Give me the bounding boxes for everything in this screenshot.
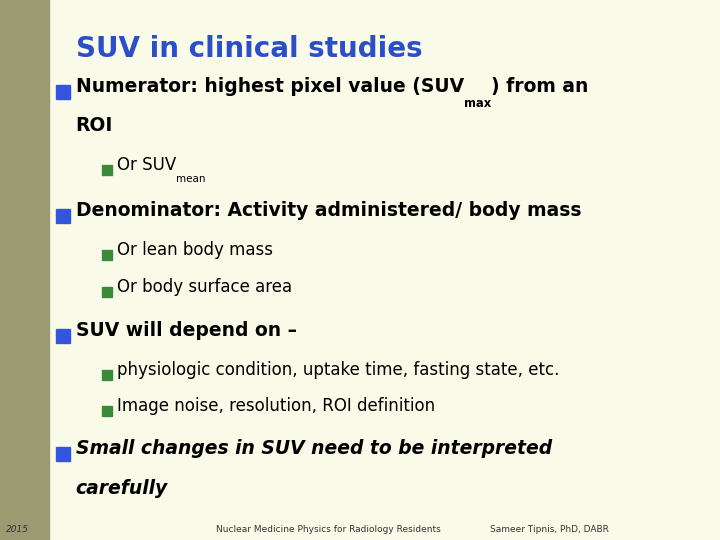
Text: ) from an: ) from an <box>491 77 588 96</box>
Text: ROI: ROI <box>76 116 113 134</box>
Text: Small changes in SUV need to be interpreted: Small changes in SUV need to be interpre… <box>76 438 552 457</box>
Text: Sameer Tipnis, PhD, DABR: Sameer Tipnis, PhD, DABR <box>490 524 608 534</box>
Text: Denominator: Activity administered/ body mass: Denominator: Activity administered/ body… <box>76 201 581 220</box>
Text: Or SUV: Or SUV <box>117 156 176 174</box>
Text: SUV in clinical studies: SUV in clinical studies <box>76 35 422 63</box>
Text: max: max <box>464 97 491 110</box>
Text: Numerator: highest pixel value (SUV: Numerator: highest pixel value (SUV <box>76 77 464 96</box>
Text: Image noise, resolution, ROI definition: Image noise, resolution, ROI definition <box>117 397 435 415</box>
Bar <box>0 0 49 540</box>
Text: SUV will depend on –: SUV will depend on – <box>76 321 297 340</box>
Text: Nuclear Medicine Physics for Radiology Residents: Nuclear Medicine Physics for Radiology R… <box>216 524 441 534</box>
Text: Or lean body mass: Or lean body mass <box>117 241 273 259</box>
Text: physiologic condition, uptake time, fasting state, etc.: physiologic condition, uptake time, fast… <box>117 361 559 379</box>
Text: carefully: carefully <box>76 479 168 498</box>
Text: 2015: 2015 <box>6 524 29 534</box>
Text: Or body surface area: Or body surface area <box>117 278 292 295</box>
Text: mean: mean <box>176 174 205 184</box>
